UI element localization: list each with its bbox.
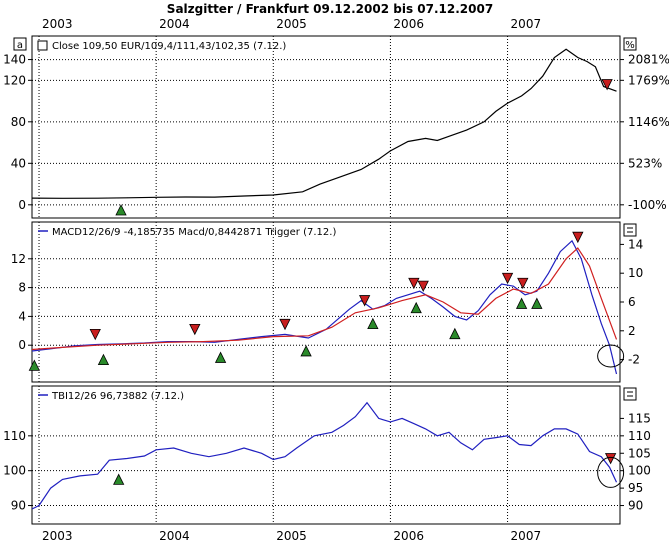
- y-tick-label-left: 0: [18, 338, 26, 352]
- y-tick-label-right: 523%: [628, 156, 662, 170]
- x-year-label-top: 2007: [511, 17, 542, 31]
- sell-signal-marker: [601, 79, 613, 91]
- buy-signal-marker: [449, 327, 461, 340]
- legend-swatch: [37, 40, 48, 51]
- sell-signal-marker: [604, 453, 617, 465]
- sell-signal-marker: [417, 280, 429, 293]
- buy-signal-marker: [300, 345, 312, 357]
- y-tick-label-right: 2: [628, 324, 636, 338]
- x-year-label-bottom: 2005: [276, 529, 307, 543]
- x-year-label-bottom: 2006: [393, 529, 424, 543]
- panel-frame: [31, 35, 621, 219]
- sell-signal-marker: [189, 323, 201, 336]
- buy-signal-marker: [113, 473, 125, 485]
- y-tick-label-left: 80: [11, 115, 26, 129]
- corner-label-right: %: [625, 40, 635, 51]
- y-tick-label-left: 140: [3, 53, 26, 67]
- buy-signal-marker: [214, 351, 227, 363]
- legend-text: TBI12/26 96,73882 (7.12.): [51, 391, 184, 402]
- x-year-label-top: 2006: [393, 17, 424, 31]
- series-line: [31, 247, 618, 351]
- chart-title: Salzgitter / Frankfurt 09.12.2002 bis 07…: [167, 2, 493, 16]
- series-line: [31, 401, 618, 510]
- y-tick-label-right: -100%: [628, 198, 667, 212]
- legend-text: Close 109,50 EUR/109,4/111,43/102,35 (7.…: [52, 41, 286, 52]
- sell-signal-marker: [517, 277, 529, 290]
- y-tick-label-left: 40: [11, 156, 26, 170]
- y-tick-label-right: 10: [628, 266, 643, 280]
- y-tick-label-right: 6: [628, 295, 636, 309]
- buy-signal-marker: [531, 297, 543, 309]
- sell-signal-marker: [501, 272, 514, 285]
- buy-signal-marker: [115, 204, 127, 216]
- y-tick-label-right: 110: [628, 429, 651, 443]
- y-tick-label-right: 90: [628, 499, 643, 513]
- sell-signal-marker: [408, 277, 420, 290]
- y-tick-label-left: 120: [3, 73, 26, 87]
- corner-box-right: [623, 387, 637, 401]
- buy-signal-marker: [97, 353, 110, 365]
- corner-box-left: [13, 37, 27, 51]
- buy-signal-marker: [410, 301, 422, 314]
- buy-signal-marker: [367, 317, 379, 329]
- y-tick-label-right: 2081%: [628, 53, 669, 67]
- y-tick-label-right: 105: [628, 446, 651, 460]
- sell-signal-marker: [359, 295, 371, 307]
- highlight-circle: [597, 344, 625, 368]
- y-tick-label-left: 100: [3, 464, 26, 478]
- x-year-label-top: 2004: [159, 17, 190, 31]
- y-tick-label-left: 0: [18, 198, 26, 212]
- sell-signal-marker: [279, 318, 291, 331]
- x-year-label-bottom: 2004: [159, 529, 190, 543]
- series-line: [31, 48, 617, 199]
- y-tick-label-left: 110: [3, 429, 26, 443]
- y-tick-label-right: 115: [628, 411, 651, 425]
- y-tick-label-right: -2: [628, 353, 640, 367]
- x-year-label-top: 2005: [276, 17, 307, 31]
- y-tick-label-left: 8: [18, 281, 26, 295]
- corner-box-right: [623, 223, 637, 237]
- panel-frame: [31, 385, 621, 525]
- x-year-label-top: 2003: [42, 17, 73, 31]
- y-tick-label-left: 4: [18, 309, 26, 323]
- corner-box-right: [623, 37, 637, 51]
- y-tick-label-right: 95: [628, 481, 643, 495]
- highlight-circle: [597, 456, 625, 488]
- buy-signal-marker: [28, 359, 40, 371]
- y-tick-label-left: 90: [11, 499, 26, 513]
- sell-signal-marker: [89, 329, 101, 341]
- panel-frame: [31, 221, 621, 383]
- y-tick-label-right: 14: [628, 237, 643, 251]
- y-tick-label-left: 12: [11, 252, 26, 266]
- x-year-label-bottom: 2007: [511, 529, 542, 543]
- buy-signal-marker: [515, 297, 528, 309]
- legend-text: MACD12/26/9 -4,185735 Macd/0,8442871 Tri…: [52, 227, 336, 238]
- y-tick-label-right: 1769%: [628, 73, 669, 87]
- sell-signal-marker: [572, 231, 584, 244]
- y-tick-label-right: 100: [628, 464, 651, 478]
- y-tick-label-right: 1146%: [628, 115, 669, 129]
- x-year-label-bottom: 2003: [42, 529, 73, 543]
- corner-label-left: a: [17, 40, 23, 51]
